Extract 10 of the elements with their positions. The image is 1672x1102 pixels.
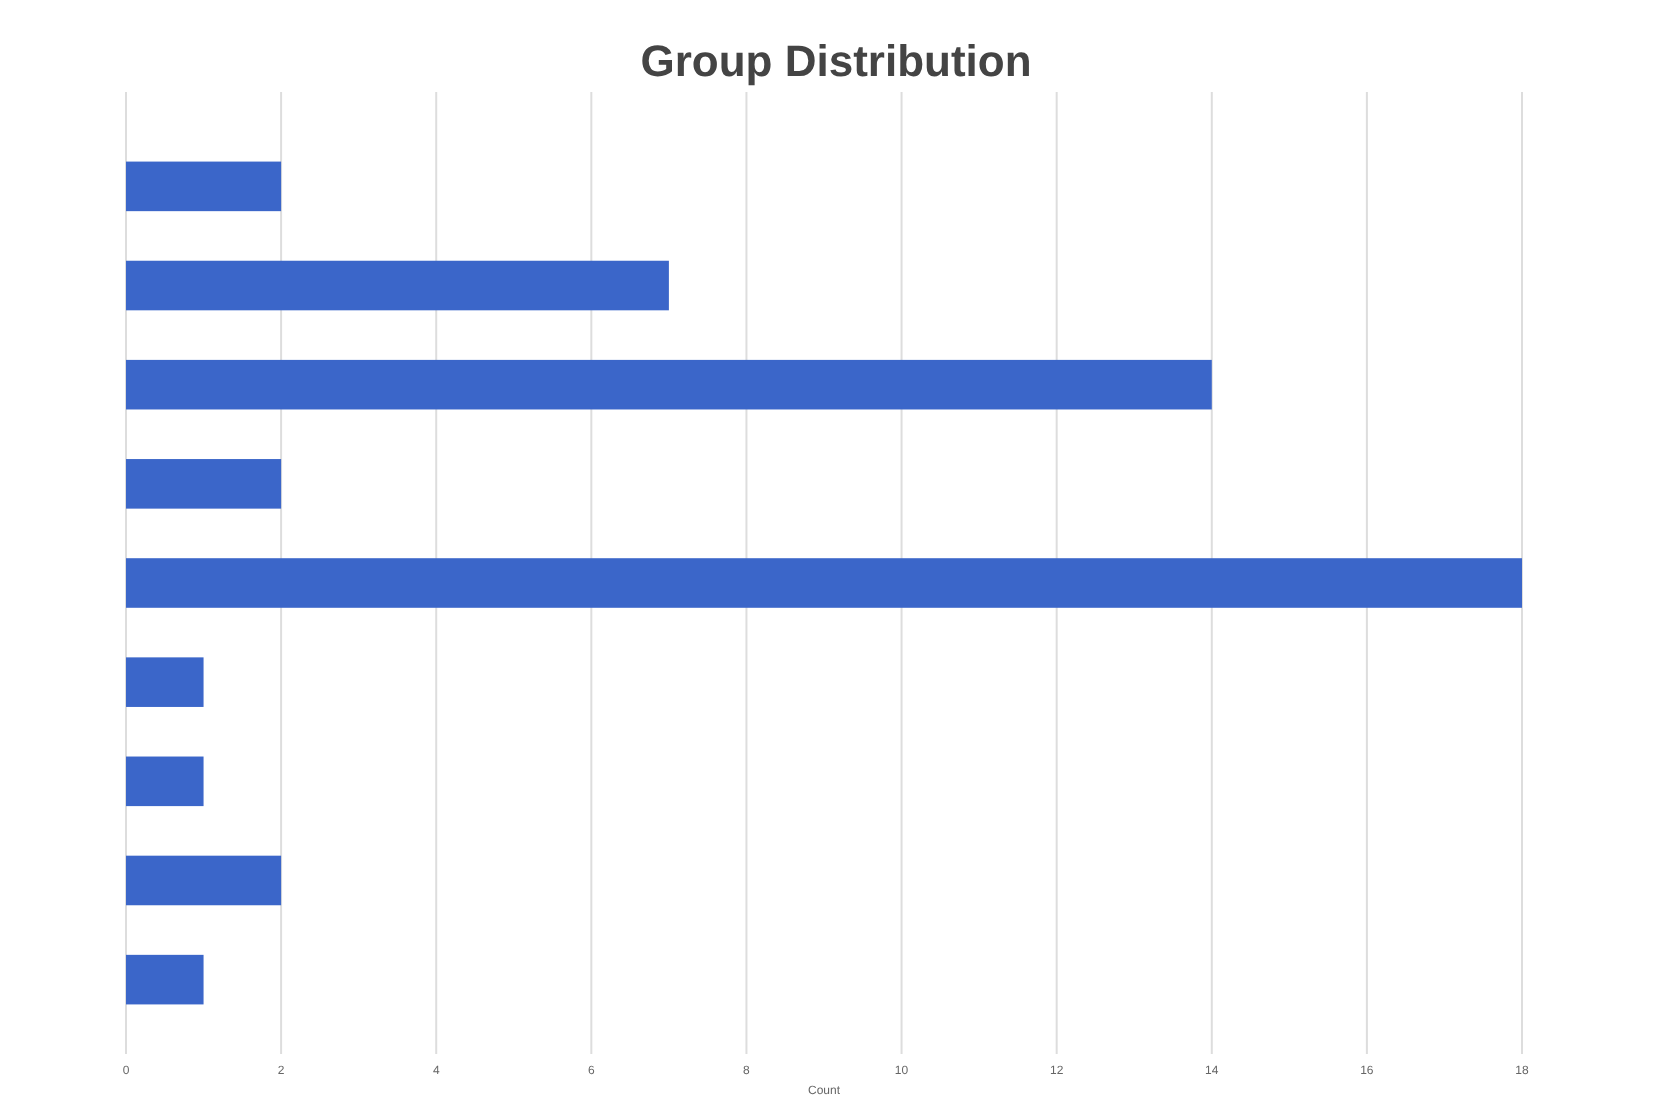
bar	[126, 459, 282, 509]
bar	[126, 954, 204, 1005]
bar	[126, 657, 204, 707]
bar	[126, 855, 282, 906]
chart-title: Group Distribution	[640, 36, 1032, 86]
bar	[126, 756, 204, 807]
bar	[126, 260, 669, 311]
bar	[126, 359, 1212, 410]
bar	[126, 161, 282, 212]
bar	[126, 558, 1522, 608]
